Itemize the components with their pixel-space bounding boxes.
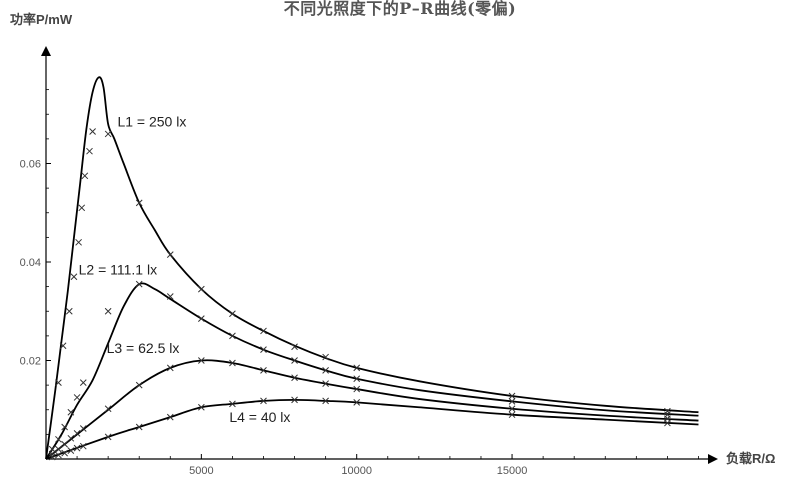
data-point-marker (104, 130, 112, 138)
data-point-marker (78, 204, 86, 212)
data-point-marker (73, 430, 81, 437)
data-point-marker (197, 285, 205, 293)
x-axis-label: 负载R/Ω (726, 451, 775, 466)
data-point-marker (291, 357, 298, 364)
data-point-marker (229, 400, 236, 408)
data-point-marker (664, 419, 671, 427)
data-point-marker (197, 315, 205, 322)
data-point-marker (89, 128, 96, 135)
data-point-marker (135, 423, 143, 431)
data-point-marker (75, 238, 82, 246)
y-tick-label: 0.02 (20, 356, 41, 368)
data-point-marker (166, 364, 174, 372)
data-point-marker (104, 405, 112, 413)
data-point-marker (55, 379, 62, 387)
data-point-marker (135, 280, 143, 288)
data-point-marker (260, 397, 267, 405)
data-point-marker (55, 435, 62, 443)
data-point-marker (508, 392, 516, 400)
data-point-marker (104, 307, 112, 315)
chart-title: 不同光照度下的P–R曲线(零偏) (283, 0, 517, 18)
markers (48, 128, 671, 461)
data-point-marker (61, 423, 68, 431)
x-tick-label: 15000 (497, 465, 528, 477)
x-tick-label: 5000 (189, 465, 213, 477)
data-point-marker (81, 172, 89, 180)
data-point-marker (55, 445, 62, 453)
data-point-marker (322, 380, 329, 388)
data-point-marker (229, 332, 236, 340)
data-point-marker (166, 251, 174, 258)
data-point-marker (65, 307, 73, 315)
data-point-marker (59, 342, 67, 350)
data-point-marker (508, 405, 516, 413)
data-point-marker (508, 411, 516, 419)
data-point-marker (197, 357, 205, 364)
data-point-marker (166, 413, 174, 421)
data-point-marker (48, 445, 56, 453)
data-point-marker (166, 293, 174, 300)
data-point-marker (322, 353, 329, 361)
data-point-marker (79, 425, 87, 432)
labels: L1 = 250 lx L2 = 111.1 lx L3 = 62.5 lx L4 =… (79, 114, 291, 426)
data-point-marker (79, 442, 87, 450)
data-point-marker (197, 403, 205, 411)
data-point-marker (322, 366, 329, 374)
data-point-marker (229, 310, 236, 318)
series-label-1: L1 = 250 lx (117, 114, 186, 130)
data-point-marker (291, 374, 298, 382)
data-point-marker (322, 397, 329, 405)
data-point-marker (104, 433, 112, 441)
y-tick-label: 0.06 (20, 159, 41, 171)
data-point-marker (48, 453, 56, 461)
data-point-marker (353, 375, 361, 383)
series-line-4 (45, 398, 699, 460)
data-point-marker (73, 444, 81, 452)
x-tick-label: 10000 (341, 465, 372, 477)
y-axis-label: 功率P/mW (10, 12, 73, 27)
data-point-marker (260, 327, 267, 335)
data-point-marker (291, 343, 298, 351)
data-point-marker (73, 394, 81, 401)
series-label-3: L3 = 62.5 lx (107, 340, 180, 356)
data-point-marker (67, 408, 75, 416)
data-point-marker (353, 385, 361, 393)
series-label-2: L2 = 111.1 lx (79, 261, 157, 277)
series-line-1 (45, 76, 699, 460)
series-label-4: L4 = 40 lx (229, 409, 290, 425)
data-point-marker (55, 451, 62, 459)
axes: 5000 10000 15000 0.02 0.04 0.06 功率P/mW 负载R/Ω (10, 12, 775, 477)
data-point-marker (79, 379, 87, 387)
data-point-marker (291, 396, 298, 404)
data-point-marker (67, 447, 75, 454)
data-point-marker (353, 364, 361, 372)
data-point-marker (508, 398, 516, 405)
data-point-marker (61, 440, 68, 448)
data-point-marker (61, 449, 68, 457)
data-point-marker (86, 147, 93, 155)
data-point-marker (260, 346, 267, 354)
data-point-marker (229, 359, 236, 367)
data-point-marker (135, 381, 143, 389)
data-point-marker (67, 434, 75, 442)
data-point-marker (260, 366, 267, 374)
data-point-marker (48, 450, 56, 458)
curves (45, 76, 699, 460)
series-line-2 (45, 282, 699, 460)
data-point-marker (135, 199, 143, 207)
data-point-marker (353, 399, 361, 406)
y-tick-label: 0.04 (20, 257, 41, 269)
data-point-marker (70, 273, 78, 281)
